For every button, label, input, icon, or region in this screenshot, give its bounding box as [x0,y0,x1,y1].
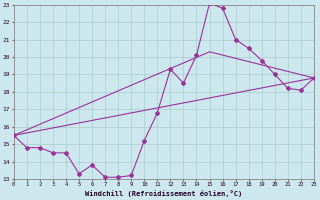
X-axis label: Windchill (Refroidissement éolien,°C): Windchill (Refroidissement éolien,°C) [85,190,243,197]
